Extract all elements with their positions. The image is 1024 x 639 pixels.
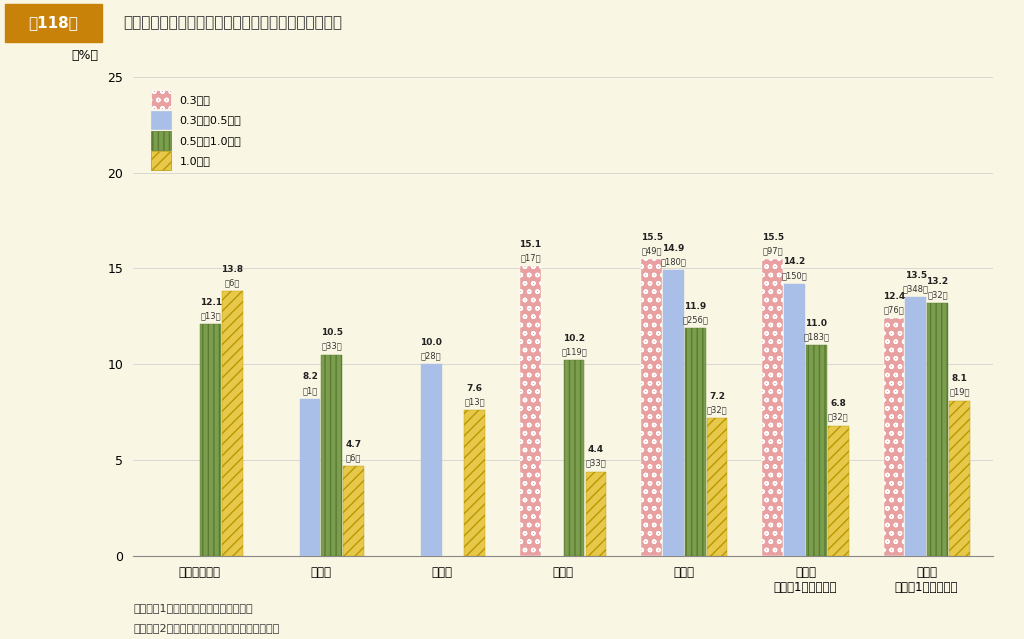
Text: （13）: （13） [201,311,221,320]
Bar [322,355,342,556]
Text: （1）: （1） [302,386,317,395]
Text: 8.1: 8.1 [951,374,968,383]
Bar [641,259,662,556]
Text: 12.1: 12.1 [200,298,222,307]
Text: （17）: （17） [520,254,541,263]
Text: （13）: （13） [465,397,485,406]
Bar [685,328,706,556]
Text: 11.0: 11.0 [806,319,827,328]
Bar [884,318,904,556]
Text: 15.5: 15.5 [762,233,783,242]
Text: （49）: （49） [641,246,662,255]
Text: 8.2: 8.2 [302,373,317,381]
Bar [201,324,221,556]
Text: （76）: （76） [884,305,904,314]
Text: 11.9: 11.9 [684,302,707,311]
Text: （28）: （28） [421,351,441,360]
Bar [300,399,321,556]
Bar [806,345,826,556]
Bar [927,303,948,556]
Bar [664,270,684,556]
Text: 14.2: 14.2 [783,258,806,266]
Text: （119）: （119） [561,348,587,357]
Text: 4.7: 4.7 [345,440,361,449]
Text: 6.8: 6.8 [830,399,846,408]
Text: 10.2: 10.2 [563,334,585,343]
Text: （97）: （97） [763,246,783,255]
Bar [949,401,970,556]
FancyBboxPatch shape [5,4,102,42]
Text: 7.6: 7.6 [467,384,482,393]
Text: 14.9: 14.9 [663,244,685,253]
Text: （33）: （33） [322,342,342,351]
Text: 15.5: 15.5 [641,233,663,242]
Text: （180）: （180） [660,258,686,266]
Text: 第118図: 第118図 [29,15,78,31]
Bar [564,360,585,556]
Text: （32）: （32） [928,290,948,299]
Bar [586,472,606,556]
Text: （6）: （6） [346,453,361,462]
Text: 15.1: 15.1 [519,240,542,249]
Text: （33）: （33） [586,459,606,468]
Bar [222,291,243,556]
Text: 12.4: 12.4 [883,292,905,301]
Bar [707,418,727,556]
Bar [784,284,805,556]
Text: 7.2: 7.2 [709,392,725,401]
Text: （150）: （150） [781,271,808,280]
Text: 10.5: 10.5 [321,328,343,337]
Text: （注）　1　比率は、加重平均である。: （注） 1 比率は、加重平均である。 [133,603,253,613]
Text: 13.2: 13.2 [927,277,948,286]
Text: （32）: （32） [827,413,849,422]
Bar [520,266,541,556]
Text: 団体規模別財政力指数段階別の実質公債費比率の状況: 団体規模別財政力指数段階別の実質公債費比率の状況 [123,15,342,31]
Text: （32）: （32） [707,405,727,414]
Bar [421,364,441,556]
Text: （348）: （348） [903,284,929,293]
Text: 4.4: 4.4 [588,445,604,454]
Bar [827,426,849,556]
Text: （19）: （19） [949,388,970,397]
Text: （6）: （6） [225,279,241,288]
Bar [763,259,783,556]
Text: （183）: （183） [804,332,829,341]
Bar [465,410,485,556]
Y-axis label: （%）: （%） [72,49,98,62]
Text: 13.5: 13.5 [904,271,927,280]
Bar [343,466,364,556]
Text: 10.0: 10.0 [420,338,442,347]
Legend: 0.3未満, 0.3以上0.5未満, 0.5以上1.0未満, 1.0以上: 0.3未満, 0.3以上0.5未満, 0.5以上1.0未満, 1.0以上 [147,87,245,173]
Bar [905,297,926,556]
Text: 13.8: 13.8 [221,265,244,274]
Text: （256）: （256） [682,315,709,324]
Text: 2　（　）内の数値は、団体数である。: 2 （ ）内の数値は、団体数である。 [133,622,280,633]
